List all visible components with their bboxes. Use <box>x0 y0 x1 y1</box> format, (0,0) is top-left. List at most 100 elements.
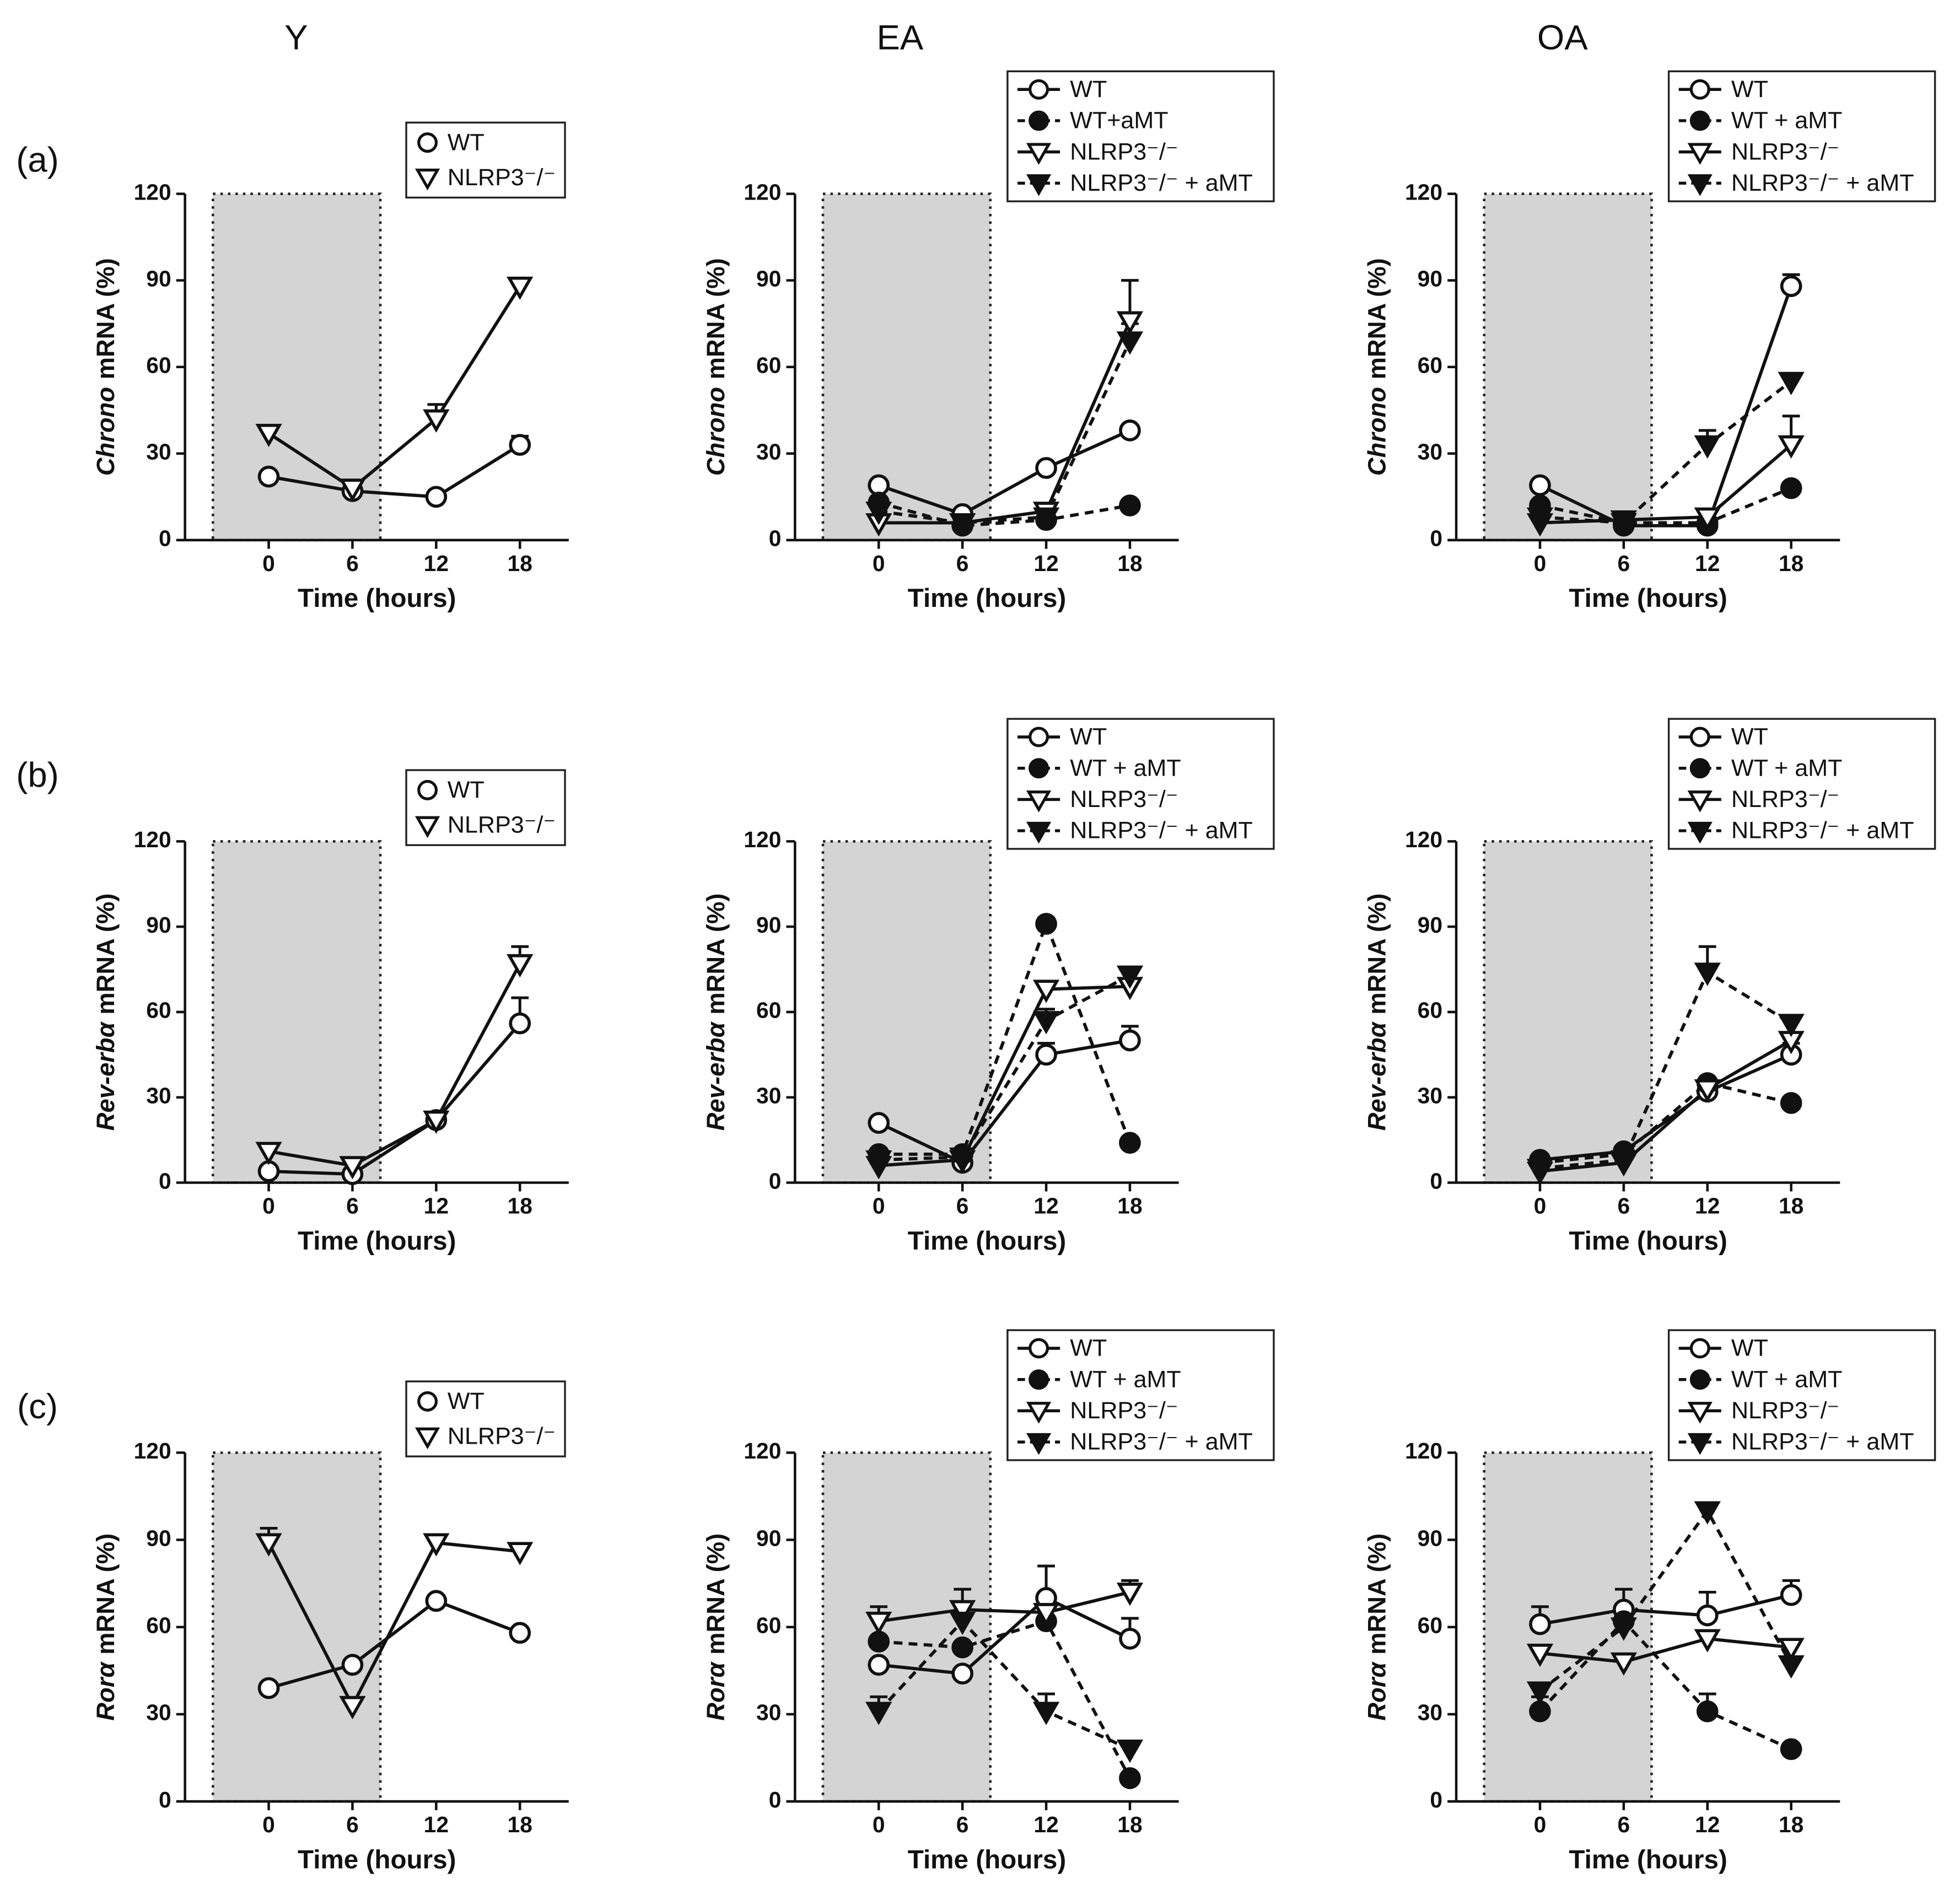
marker <box>509 434 531 456</box>
x-tick-label: 6 <box>956 1812 969 1837</box>
legend-label: NLRP3⁻/⁻ <box>1731 786 1839 813</box>
x-tick-label: 6 <box>346 1193 359 1219</box>
y-axis-label-gene: Chrono <box>702 387 730 476</box>
y-axis-label-gene: Chrono <box>91 387 120 476</box>
marker <box>1116 1583 1144 1606</box>
column-title: Y <box>284 18 308 57</box>
y-tick-label: 60 <box>146 352 171 378</box>
legend-label: NLRP3⁻/⁻ + aMT <box>1070 1429 1253 1455</box>
legend-label: WT <box>1731 1335 1768 1362</box>
legend-label: WT <box>1070 724 1107 750</box>
legend-label: NLRP3⁻/⁻ <box>1070 1397 1178 1424</box>
legend-box <box>1006 1329 1275 1461</box>
marker <box>1529 474 1551 497</box>
marker <box>868 1112 890 1134</box>
y-tick-label: 120 <box>744 1438 781 1463</box>
y-tick-label: 120 <box>134 1438 171 1463</box>
y-axis-label-unit: mRNA (%) <box>702 258 730 379</box>
series-line <box>1539 1508 1793 1693</box>
x-tick-label: 12 <box>1033 551 1058 576</box>
x-tick-label: 12 <box>1695 1812 1720 1837</box>
marker <box>1119 1132 1141 1154</box>
marker <box>1610 1617 1638 1641</box>
marker <box>1696 1604 1719 1627</box>
series-line <box>877 1039 1130 1165</box>
legend-label: WT <box>1731 724 1768 750</box>
legend-label: WT + aMT <box>1070 1366 1181 1392</box>
marker <box>1780 1738 1802 1761</box>
panel: 0 30 60 90 120 0 6 12 18 Time (hours) Rev-erbα mRNA… <box>91 769 569 1256</box>
y-tick-label: 90 <box>146 912 171 938</box>
y-tick-label: 0 <box>1430 526 1442 551</box>
series-line <box>878 501 1130 528</box>
y-axis-label-gene: Rev-erbα <box>1363 1021 1391 1131</box>
marker <box>1116 311 1144 335</box>
series-line <box>878 429 1131 516</box>
marker <box>1780 477 1802 499</box>
series-line <box>1539 1039 1792 1173</box>
marker <box>1119 1627 1141 1650</box>
panel: 0 30 60 90 120 0 6 12 18 Time (hours) Rev-erbα mRNA… <box>702 718 1275 1256</box>
legend-marker <box>414 168 440 191</box>
legend-marker <box>1689 1369 1710 1390</box>
x-axis-label: Time (hours) <box>1569 1226 1727 1256</box>
y-tick-label: 120 <box>134 179 171 205</box>
marker <box>339 1696 366 1720</box>
series-line <box>1539 1053 1792 1162</box>
marker <box>507 954 534 978</box>
series-line <box>1538 1618 1792 1751</box>
y-tick-label: 30 <box>756 439 781 465</box>
y-axis-label: Rorα mRNA (%) <box>1363 1534 1391 1721</box>
x-tick-label: 6 <box>956 1193 969 1219</box>
y-tick-label: 30 <box>146 1700 171 1725</box>
marker <box>255 423 282 448</box>
legend-label: NLRP3⁻/⁻ + aMT <box>1070 170 1253 196</box>
y-tick-label: 120 <box>1405 1438 1442 1463</box>
y-axis-label: Rorα mRNA (%) <box>702 1534 730 1721</box>
x-tick-label: 0 <box>873 1812 885 1837</box>
y-tick-label: 120 <box>744 179 781 205</box>
series-line <box>268 443 521 499</box>
row-label: (a) <box>16 141 59 180</box>
legend-label: WT+aMT <box>1070 107 1168 134</box>
marker <box>1116 331 1144 355</box>
x-tick-label: 18 <box>1117 551 1142 576</box>
y-tick-label: 60 <box>756 352 781 378</box>
y-tick-label: 60 <box>1418 998 1442 1023</box>
y-tick-label: 0 <box>1430 1787 1442 1812</box>
legend-marker <box>1029 727 1049 747</box>
marker <box>255 1533 282 1557</box>
series-line <box>1539 1081 1792 1165</box>
marker <box>423 409 450 433</box>
legend-box <box>1006 70 1275 202</box>
legend-marker <box>1687 821 1713 844</box>
series-line <box>268 962 521 1167</box>
x-tick-label: 6 <box>956 551 969 576</box>
marker <box>1032 980 1060 1003</box>
x-axis-label: Time (hours) <box>1569 1845 1727 1875</box>
row-label: (c) <box>17 1387 58 1426</box>
legend-marker <box>1029 79 1049 100</box>
legend-label: WT <box>448 129 484 155</box>
series-line <box>878 340 1132 525</box>
marker <box>1529 1613 1551 1635</box>
x-axis-label: Time (hours) <box>908 1226 1066 1256</box>
marker <box>1526 1159 1554 1182</box>
column-title: EA <box>876 18 923 57</box>
x-tick-label: 6 <box>1618 1193 1630 1219</box>
panel: 0 30 60 90 120 0 6 12 18 Time (hours) Rorα mRNA (%)… <box>91 1380 569 1875</box>
y-tick-label: 30 <box>1418 1083 1442 1108</box>
y-tick-label: 0 <box>159 1168 171 1193</box>
legend-label: WT <box>1070 76 1107 103</box>
marker <box>949 1600 976 1624</box>
series-line <box>877 1618 1131 1751</box>
legend-label: NLRP3⁻/⁻ <box>448 1423 556 1450</box>
marker <box>423 1533 450 1557</box>
legend-marker <box>1029 1369 1049 1390</box>
y-axis-label-unit: mRNA (%) <box>1363 258 1391 379</box>
series-line <box>267 285 521 491</box>
series-line <box>268 1022 521 1176</box>
x-tick-label: 12 <box>1033 1193 1058 1219</box>
y-tick-label: 0 <box>769 526 782 551</box>
